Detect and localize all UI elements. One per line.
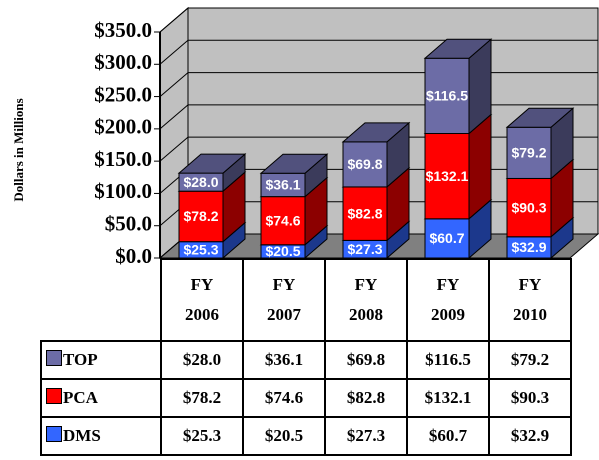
table-cell: $90.3 (488, 378, 572, 418)
data-label: $36.1 (265, 177, 300, 193)
table-row: PCA $78.2 $74.6 $82.8 $132.1 $90.3 (40, 378, 572, 418)
grid-line (159, 7, 189, 33)
bar-segment (424, 133, 470, 220)
y-tick-label: $150.0 (94, 147, 152, 171)
y-tick-label: $350.0 (94, 18, 152, 42)
table-cell: $32.9 (488, 416, 572, 456)
bar-segment (342, 141, 388, 188)
table-cell: $116.5 (406, 340, 490, 380)
data-table: FY 2006 FY 2007 FY 2008 FY 2009 FY 2010 TOP $2… (40, 258, 572, 456)
x-tick-label: FY 2009 (406, 258, 490, 342)
bar-top (259, 153, 329, 174)
x-tick-label: FY 2006 (160, 258, 244, 342)
table-cell: $79.2 (488, 340, 572, 380)
legend-entry: PCA (40, 378, 162, 418)
table-cell: $27.3 (324, 416, 408, 456)
legend-entry: TOP (40, 340, 162, 380)
table-cell: $20.5 (242, 416, 326, 456)
data-label: $60.7 (429, 230, 464, 246)
y-tick-label: $50.0 (105, 212, 152, 236)
x-tick-label: FY 2008 (324, 258, 408, 342)
data-label: $82.8 (347, 205, 382, 221)
grid-line (159, 72, 189, 97)
bar-top (505, 107, 575, 128)
x-tick-label: FY 2010 (488, 258, 572, 342)
data-label: $25.3 (183, 242, 218, 258)
data-label: $74.6 (265, 212, 300, 228)
x-tick-label: FY 2007 (242, 258, 326, 342)
bar-top (423, 38, 493, 59)
grid-line (159, 104, 189, 130)
legend-swatch (46, 350, 62, 366)
grid-line (159, 39, 189, 65)
data-label: $69.8 (347, 156, 382, 172)
legend-swatch (46, 388, 62, 404)
data-label: $28.0 (183, 174, 218, 190)
y-axis-label: Dollars in Millions (11, 98, 26, 201)
table-cell: $69.8 (324, 340, 408, 380)
data-label: $116.5 (426, 88, 468, 104)
bar-top (177, 153, 247, 174)
table-cell: $74.6 (242, 378, 326, 418)
data-label: $32.9 (511, 239, 546, 255)
bar-top (341, 122, 411, 143)
table-cell: $132.1 (406, 378, 490, 418)
data-label: $90.3 (511, 199, 546, 215)
bar-segment (260, 196, 306, 246)
data-label: $20.5 (265, 243, 300, 259)
table-cell: $36.1 (242, 340, 326, 380)
grid-line (159, 136, 189, 162)
table-cell: $82.8 (324, 378, 408, 418)
table-cell: $25.3 (160, 416, 244, 456)
table-cell: $28.0 (160, 340, 244, 380)
bar-segment (342, 186, 388, 241)
legend-label: DMS (63, 426, 101, 445)
data-label: $27.3 (347, 241, 382, 257)
data-label: $79.2 (511, 145, 546, 161)
legend-entry: DMS (40, 416, 162, 456)
y-tick-label: $300.0 (94, 50, 152, 74)
header-row: FY 2006 FY 2007 FY 2008 FY 2009 FY 2010 (41, 258, 572, 342)
legend-swatch (46, 426, 62, 442)
y-tick-label: $250.0 (94, 82, 152, 106)
table-row: DMS $25.3 $20.5 $27.3 $60.7 $32.9 (40, 416, 572, 456)
legend-label: TOP (63, 350, 98, 369)
data-label: $132.1 (426, 168, 469, 184)
legend-label: PCA (63, 388, 98, 407)
data-label: $78.2 (183, 208, 218, 224)
blank-cell (41, 259, 162, 341)
y-tick-label: $100.0 (94, 179, 152, 203)
bar-segment (424, 57, 470, 135)
table-cell: $78.2 (160, 378, 244, 418)
table-row: TOP $28.0 $36.1 $69.8 $116.5 $79.2 (40, 340, 572, 380)
y-tick-label: $200.0 (94, 115, 152, 139)
table-cell: $60.7 (406, 416, 490, 456)
